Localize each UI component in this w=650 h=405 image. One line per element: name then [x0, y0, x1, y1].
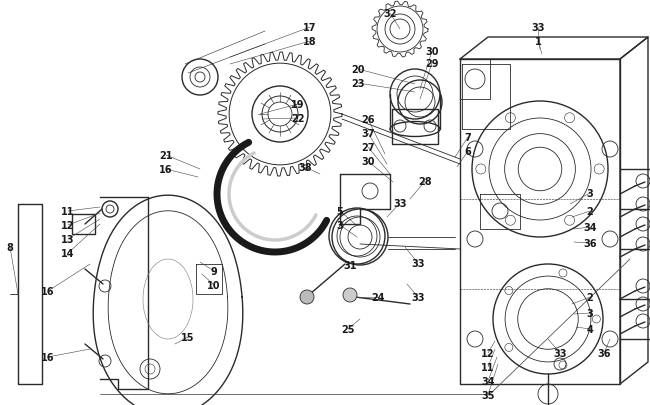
Text: 11: 11	[481, 362, 495, 372]
Text: 21: 21	[159, 151, 173, 161]
Circle shape	[343, 288, 357, 302]
Text: 6: 6	[465, 147, 471, 157]
Text: 18: 18	[303, 37, 317, 47]
Text: 12: 12	[481, 348, 495, 358]
Text: 7: 7	[465, 133, 471, 143]
Text: 36: 36	[583, 239, 597, 248]
Text: 2: 2	[586, 207, 593, 216]
Text: 28: 28	[418, 177, 432, 187]
Text: 30: 30	[425, 47, 439, 57]
Text: 16: 16	[41, 352, 55, 362]
Text: 30: 30	[361, 157, 375, 166]
Text: 16: 16	[41, 286, 55, 296]
Text: 31: 31	[343, 260, 357, 270]
Text: 38: 38	[298, 162, 312, 173]
Text: 29: 29	[425, 59, 439, 69]
Text: 36: 36	[597, 348, 611, 358]
Text: 17: 17	[304, 23, 317, 33]
Text: 35: 35	[481, 390, 495, 400]
Text: 32: 32	[384, 9, 396, 19]
Text: 2: 2	[586, 292, 593, 302]
Text: 26: 26	[361, 115, 375, 125]
Text: 11: 11	[61, 207, 75, 216]
Text: 12: 12	[61, 220, 75, 230]
Text: 23: 23	[351, 79, 365, 89]
Text: 16: 16	[159, 164, 173, 175]
Text: 33: 33	[393, 198, 407, 209]
Text: 27: 27	[361, 143, 375, 153]
Text: 5: 5	[337, 207, 343, 216]
Text: 1: 1	[534, 37, 541, 47]
Text: 8: 8	[6, 243, 14, 252]
Text: 10: 10	[207, 280, 221, 290]
Text: 33: 33	[531, 23, 545, 33]
Text: 33: 33	[553, 348, 567, 358]
Text: 3: 3	[586, 308, 593, 318]
Text: 34: 34	[583, 222, 597, 232]
Text: 13: 13	[61, 234, 75, 244]
Text: 3: 3	[337, 220, 343, 230]
Text: 33: 33	[411, 292, 424, 302]
Text: 14: 14	[61, 248, 75, 258]
Text: 24: 24	[371, 292, 385, 302]
Text: 25: 25	[341, 324, 355, 334]
Text: 33: 33	[411, 258, 424, 269]
Text: 19: 19	[291, 100, 305, 110]
Text: 22: 22	[291, 114, 305, 124]
Text: 37: 37	[361, 129, 375, 139]
Text: 3: 3	[586, 189, 593, 198]
Circle shape	[300, 290, 314, 304]
Text: 15: 15	[181, 332, 195, 342]
Text: 34: 34	[481, 376, 495, 386]
Text: 9: 9	[211, 266, 217, 276]
Text: 20: 20	[351, 65, 365, 75]
Text: 4: 4	[586, 324, 593, 334]
